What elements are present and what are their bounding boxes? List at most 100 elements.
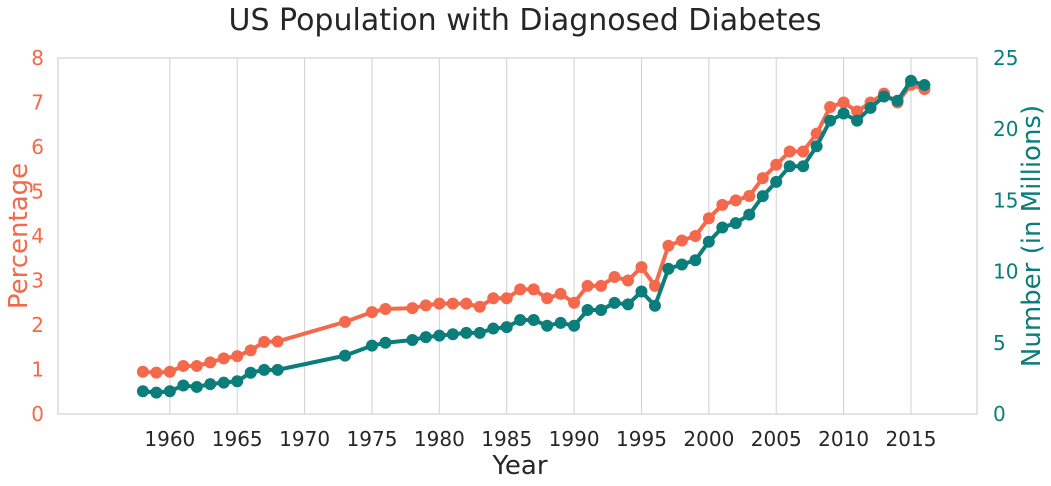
point-left-1987 bbox=[527, 283, 540, 296]
point-left-1985 bbox=[500, 292, 513, 305]
point-left-1999 bbox=[689, 230, 702, 242]
point-left-2011 bbox=[851, 105, 864, 118]
y-axis-label-left: Percentage bbox=[4, 163, 34, 309]
point-right-2001 bbox=[716, 221, 729, 234]
point-right-2005 bbox=[770, 175, 783, 188]
x-tick-2005: 2005 bbox=[751, 427, 802, 451]
point-left-1986 bbox=[514, 283, 527, 296]
point-right-1960 bbox=[163, 385, 176, 398]
point-left-1992 bbox=[595, 279, 608, 292]
point-left-1982 bbox=[460, 297, 473, 310]
point-right-1988 bbox=[541, 319, 554, 332]
point-left-1978 bbox=[406, 302, 419, 315]
point-left-1959 bbox=[150, 366, 163, 379]
point-left-1968 bbox=[271, 335, 284, 348]
point-right-2013 bbox=[878, 90, 891, 103]
point-right-2015 bbox=[904, 74, 917, 87]
point-right-1976 bbox=[379, 336, 392, 349]
point-right-1962 bbox=[190, 380, 203, 393]
right-tick-0: 0 bbox=[993, 402, 1006, 426]
point-right-1982 bbox=[460, 326, 473, 339]
left-tick-2: 2 bbox=[31, 313, 44, 337]
x-tick-1995: 1995 bbox=[616, 427, 667, 451]
x-tick-1985: 1985 bbox=[481, 427, 532, 451]
left-tick-6: 6 bbox=[31, 135, 44, 159]
x-tick-1990: 1990 bbox=[549, 427, 600, 451]
point-left-2002 bbox=[729, 194, 742, 207]
point-left-2005 bbox=[770, 158, 783, 171]
point-right-1994 bbox=[621, 298, 634, 311]
point-left-2010 bbox=[837, 96, 850, 109]
point-left-1997 bbox=[662, 239, 675, 252]
point-left-1984 bbox=[487, 292, 500, 305]
point-left-1973 bbox=[339, 315, 352, 328]
x-tick-1965: 1965 bbox=[212, 427, 263, 451]
x-axis: 1960 1965 1970 1975 1980 1985 1990 1995 2000 2005… bbox=[144, 427, 936, 451]
right-tick-20: 20 bbox=[993, 117, 1018, 141]
point-right-2004 bbox=[756, 190, 769, 203]
x-tick-2000: 2000 bbox=[683, 427, 734, 451]
point-left-1994 bbox=[621, 274, 634, 287]
point-right-1979 bbox=[419, 331, 432, 344]
left-tick-5: 5 bbox=[31, 180, 44, 204]
point-left-1965 bbox=[231, 350, 244, 363]
point-left-1966 bbox=[244, 344, 257, 357]
left-tick-0: 0 bbox=[31, 402, 44, 426]
right-tick-25: 25 bbox=[993, 46, 1018, 70]
x-tick-2010: 2010 bbox=[818, 427, 869, 451]
point-right-1981 bbox=[446, 328, 459, 341]
point-left-1962 bbox=[190, 359, 203, 372]
point-right-1973 bbox=[339, 349, 352, 362]
point-right-2014 bbox=[891, 94, 904, 107]
point-right-1987 bbox=[527, 314, 540, 327]
point-left-1963 bbox=[204, 356, 217, 369]
point-right-1999 bbox=[689, 254, 702, 267]
point-right-1983 bbox=[473, 326, 486, 339]
point-left-1964 bbox=[217, 352, 230, 365]
point-left-1995 bbox=[635, 261, 648, 274]
grid bbox=[169, 58, 912, 414]
x-tick-1980: 1980 bbox=[414, 427, 465, 451]
right-axis: 0 5 10 15 20 25 bbox=[993, 46, 1018, 426]
point-left-2003 bbox=[743, 189, 756, 202]
point-right-1967 bbox=[258, 363, 271, 376]
point-right-2002 bbox=[729, 217, 742, 230]
right-tick-5: 5 bbox=[993, 331, 1006, 355]
point-right-1980 bbox=[433, 329, 446, 342]
point-left-2001 bbox=[716, 198, 729, 211]
point-right-1959 bbox=[150, 386, 163, 399]
point-left-1980 bbox=[433, 297, 446, 310]
x-tick-1960: 1960 bbox=[144, 427, 195, 451]
point-left-2004 bbox=[756, 172, 769, 185]
x-tick-1975: 1975 bbox=[347, 427, 398, 451]
point-left-1979 bbox=[419, 299, 432, 312]
point-right-1978 bbox=[406, 333, 419, 346]
y-axis-label-right: Number (in Millions) bbox=[1017, 105, 1047, 367]
point-left-1998 bbox=[675, 234, 688, 247]
point-right-1963 bbox=[204, 378, 217, 391]
point-right-1968 bbox=[271, 363, 284, 376]
point-right-1998 bbox=[675, 258, 688, 271]
point-left-1958 bbox=[136, 365, 149, 378]
left-tick-4: 4 bbox=[31, 224, 44, 248]
point-left-1989 bbox=[554, 287, 567, 300]
x-tick-1970: 1970 bbox=[279, 427, 330, 451]
point-right-2008 bbox=[810, 140, 823, 153]
point-right-2003 bbox=[743, 208, 756, 221]
x-axis-label: Year bbox=[491, 451, 547, 481]
point-left-2000 bbox=[702, 212, 715, 225]
left-tick-8: 8 bbox=[31, 46, 44, 70]
point-left-1996 bbox=[648, 279, 661, 292]
point-right-1996 bbox=[648, 299, 661, 312]
point-left-1990 bbox=[568, 296, 581, 309]
point-right-2010 bbox=[837, 107, 850, 120]
plot-area bbox=[57, 57, 978, 415]
point-right-1986 bbox=[514, 314, 527, 327]
x-tick-2015: 2015 bbox=[886, 427, 937, 451]
point-right-2016 bbox=[918, 79, 931, 92]
series-layer bbox=[136, 74, 931, 399]
point-right-1958 bbox=[136, 385, 149, 398]
point-left-1961 bbox=[177, 359, 190, 372]
series-left bbox=[136, 78, 931, 379]
point-left-1967 bbox=[258, 335, 271, 348]
